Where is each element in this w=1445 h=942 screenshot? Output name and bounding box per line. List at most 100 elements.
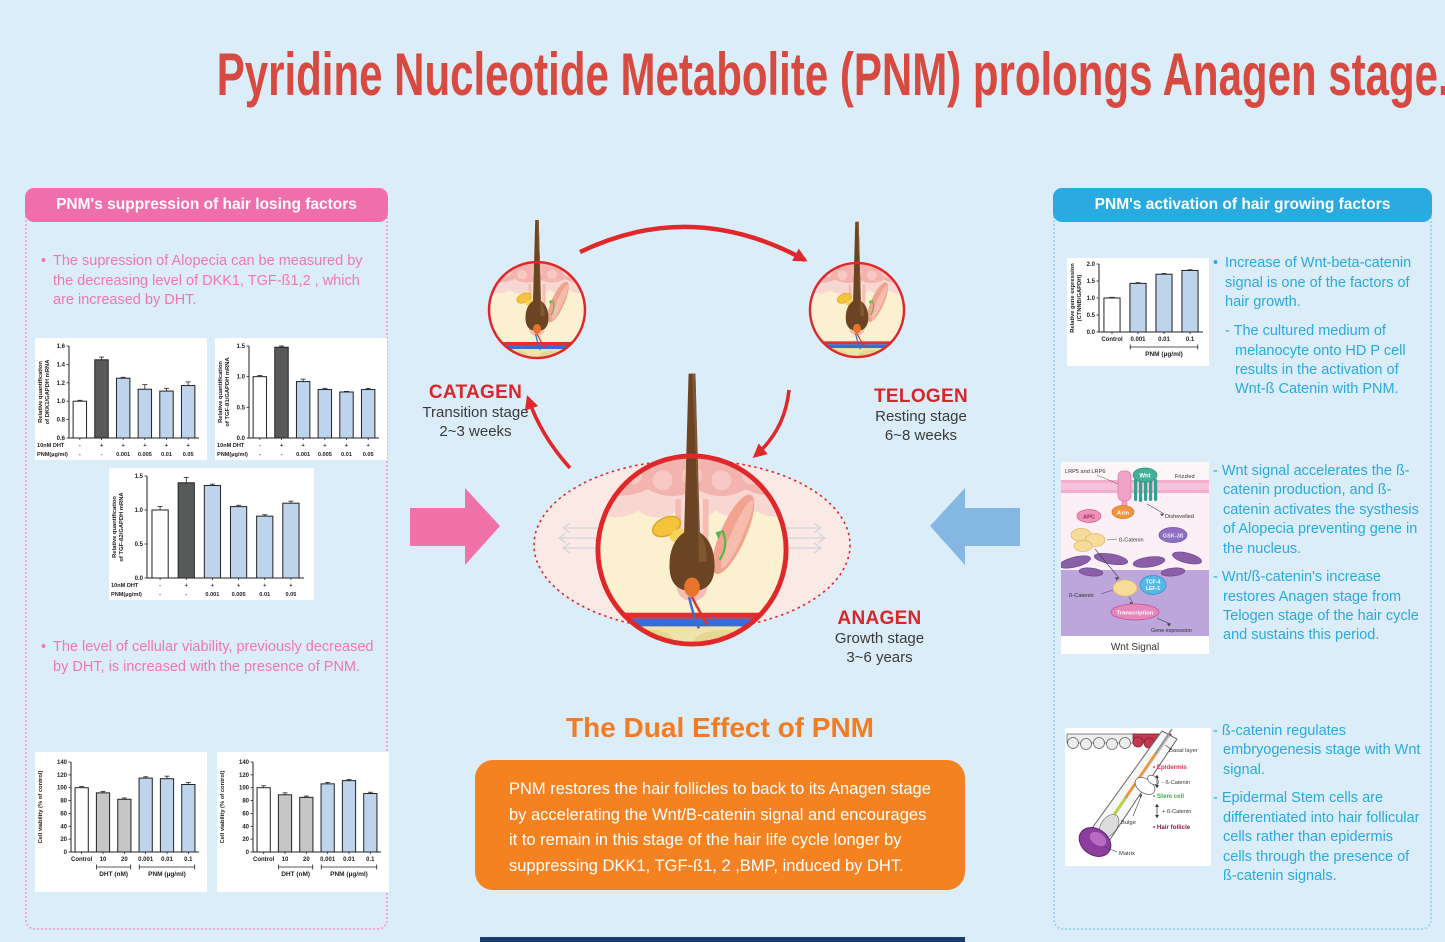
anagen-sub2: 3~6 years — [846, 648, 913, 666]
svg-text:0.001: 0.001 — [116, 452, 130, 458]
svg-text:20: 20 — [121, 857, 128, 863]
svg-text:0.05: 0.05 — [285, 592, 296, 598]
svg-text:+: + — [211, 583, 215, 589]
telogen-label-block: TELOGEN Resting stage 6~8 weeks — [866, 386, 976, 446]
cell-viability-chart-2: Cell viability (% of control) 0 20 40 60 80 10… — [217, 752, 389, 892]
svg-text:PNM(µg/ml): PNM(µg/ml) — [217, 452, 248, 458]
right-text-2: - Wnt signal accelerates the ß-catenin p… — [1213, 462, 1421, 646]
svg-text:0.5: 0.5 — [1087, 313, 1096, 319]
svg-text:of DKK1/GAPDH mRNA: of DKK1/GAPDH mRNA — [45, 359, 51, 425]
transcription-label: Transcription — [1117, 611, 1154, 617]
svg-text:0.001: 0.001 — [1130, 337, 1146, 343]
svg-text:0.8: 0.8 — [57, 418, 66, 424]
right-text-1: • Increase of Wnt-beta-catenin signal is … — [1213, 254, 1421, 400]
svg-text:0.0: 0.0 — [135, 576, 144, 582]
svg-text:100: 100 — [239, 786, 250, 792]
beta-catenin-label-2: ß-Catenin — [1069, 593, 1094, 599]
svg-text:0.1: 0.1 — [366, 857, 375, 863]
svg-text:Relative quantification: Relative quantification — [38, 361, 44, 423]
svg-text:60: 60 — [60, 811, 67, 817]
svg-text:0.01: 0.01 — [161, 452, 172, 458]
svg-text:10: 10 — [282, 857, 289, 863]
epidermis-band — [1066, 733, 1172, 750]
svg-text:DHT (nM): DHT (nM) — [281, 871, 310, 878]
svg-text:0: 0 — [64, 850, 68, 856]
svg-text:-: - — [101, 452, 103, 458]
svg-text:Control: Control — [1101, 337, 1123, 343]
svg-text:1.4: 1.4 — [57, 362, 66, 368]
svg-text:+: + — [367, 443, 371, 449]
right-block-arrow — [930, 488, 1020, 565]
right-bullet-1: • Increase of Wnt-beta-catenin signal is … — [1213, 255, 1412, 311]
left-panel: PNM's suppression of hair losing factors… — [25, 188, 389, 930]
tgfb1-bar-chart: Relative quantification of TGF-ß1/GAPDH m… — [215, 338, 387, 460]
svg-text:0.01: 0.01 — [341, 452, 352, 458]
svg-text:of TGF-ß1/GAPDH mRNA: of TGF-ß1/GAPDH mRNA — [225, 357, 231, 427]
svg-text:10nM DHT: 10nM DHT — [217, 443, 245, 449]
telogen-sub2: 6~8 weeks — [884, 426, 958, 444]
svg-text:Cell viability (% of control): Cell viability (% of control) — [220, 771, 226, 844]
svg-text:-: - — [159, 592, 161, 598]
svg-text:1.6: 1.6 — [57, 344, 66, 350]
svg-text:10nM DHT: 10nM DHT — [111, 583, 139, 589]
follicle-structure-card: Basal layer • Epidermis - ß-Catenin • St… — [1065, 728, 1211, 866]
nuclear-membrane — [1061, 551, 1202, 577]
svg-text:2.0: 2.0 — [1087, 262, 1096, 268]
svg-text:+: + — [323, 443, 327, 449]
svg-text:PNM (µg/ml): PNM (µg/ml) — [148, 871, 186, 878]
svg-text:20: 20 — [60, 837, 67, 843]
footer-bar — [480, 937, 965, 942]
catagen-to-telogen-arrow — [579, 224, 808, 262]
svg-text:10nM DHT: 10nM DHT — [37, 443, 65, 449]
telogen-follicle-illustration — [808, 222, 906, 362]
frizzled-label: Frizzled — [1175, 474, 1195, 480]
dual-effect-heading: The Dual Effect of PNM — [565, 712, 874, 743]
beta-catenin-blobs — [1070, 528, 1106, 552]
telogen-to-anagen-arrow — [752, 389, 791, 458]
basal-layer-label: Basal layer — [1169, 748, 1198, 754]
svg-text:0.5: 0.5 — [135, 542, 144, 548]
svg-text:+: + — [289, 583, 293, 589]
svg-text:+: + — [185, 583, 189, 589]
svg-text:PNM(µg/ml): PNM(µg/ml) — [111, 592, 142, 598]
bullet-dot: • — [1213, 255, 1219, 271]
right-panel: PNM's activation of hair growing factors… — [1053, 188, 1432, 930]
right-bullet-5: - Epidermal Stem cells are differentiate… — [1213, 790, 1420, 884]
svg-text:1.5: 1.5 — [135, 474, 144, 480]
svg-text:20: 20 — [242, 837, 249, 843]
svg-text:0.01: 0.01 — [343, 857, 355, 863]
svg-text:PNM(µg/ml): PNM(µg/ml) — [37, 452, 68, 458]
svg-text:+: + — [280, 443, 284, 449]
svg-text:120: 120 — [57, 773, 68, 779]
svg-text:-: - — [185, 592, 187, 598]
tgfb2-bar-chart: Relative quantification of TGF-ß2/GAPDH m… — [109, 468, 314, 600]
anagen-label-block: ANAGEN Growth stage 3~6 years — [822, 608, 937, 668]
svg-text:+: + — [237, 583, 241, 589]
lef1-label: LEF-1 — [1146, 586, 1161, 592]
anagen-label: ANAGEN — [837, 608, 922, 629]
svg-text:0.005: 0.005 — [318, 452, 332, 458]
wnt-label: Wnt — [1139, 474, 1150, 480]
tcf4-label: TCF-4 — [1146, 580, 1161, 586]
svg-text:140: 140 — [57, 760, 68, 766]
svg-text:+: + — [165, 443, 169, 449]
plus-bcatenin-label: + ß-Catenin — [1162, 809, 1191, 815]
axin-label: Axin — [1117, 511, 1130, 517]
gene-expression-label: Gene expression — [1151, 628, 1192, 634]
svg-text:0.05: 0.05 — [183, 452, 194, 458]
svg-text:0.6: 0.6 — [57, 436, 66, 442]
anagen-follicle-illustration — [594, 374, 790, 654]
dkk1-bar-chart: Relative quantification of DKK1/GAPDH mRN… — [35, 338, 207, 460]
svg-text:0.5: 0.5 — [237, 405, 246, 411]
svg-text:140: 140 — [239, 760, 250, 766]
svg-text:0.005: 0.005 — [138, 452, 152, 458]
svg-text:-: - — [259, 452, 261, 458]
svg-text:0.01: 0.01 — [1158, 337, 1170, 343]
svg-text:80: 80 — [242, 799, 249, 805]
svg-text:+: + — [187, 443, 191, 449]
svg-text:-: - — [281, 452, 283, 458]
epidermis-label: • Epidermis — [1153, 764, 1187, 771]
svg-text:20: 20 — [303, 857, 310, 863]
svg-text:DHT (nM): DHT (nM) — [99, 871, 128, 878]
